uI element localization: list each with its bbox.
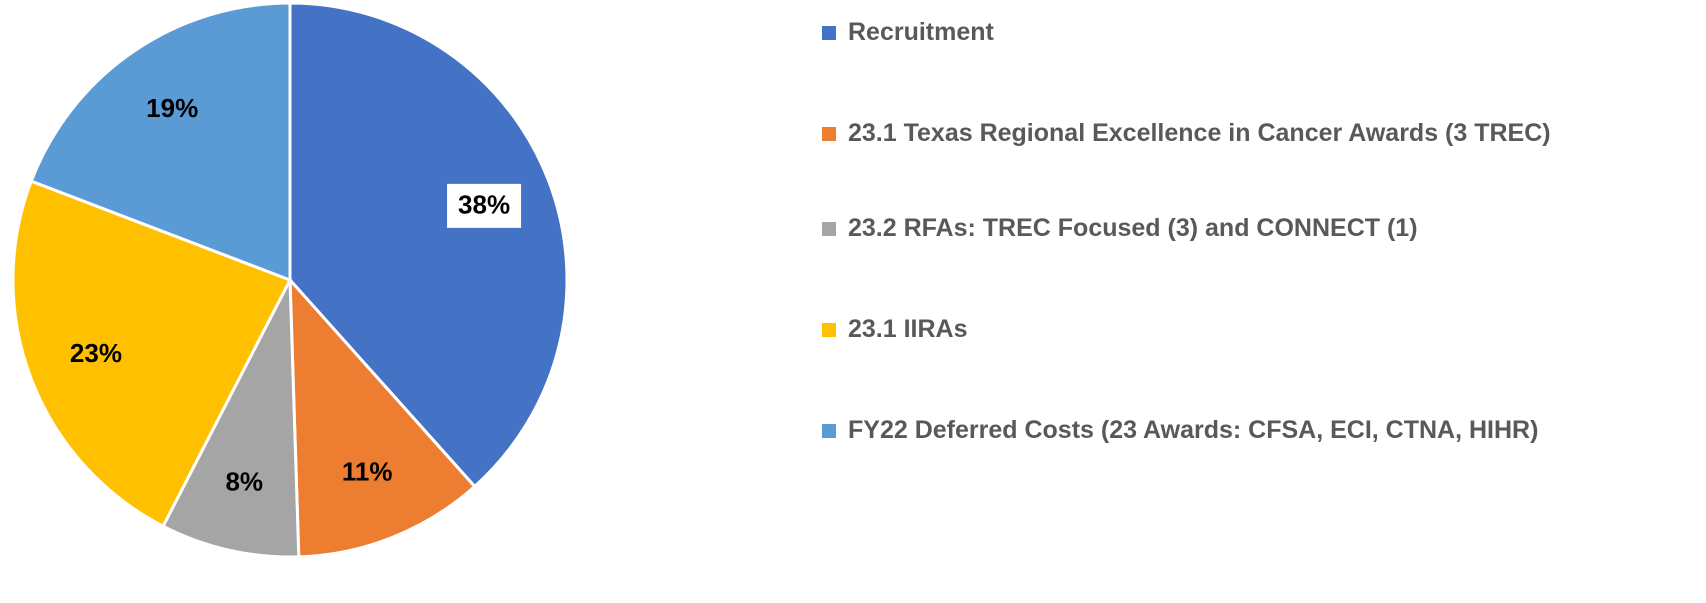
legend-swatch	[822, 26, 836, 40]
label-box	[447, 183, 522, 228]
legend-label: 23.1 IIRAs	[848, 315, 968, 343]
data-label: 11%	[342, 457, 393, 487]
legend-swatch	[822, 323, 836, 337]
legend-entry: 23.1 Texas Regional Excellence in Cancer…	[822, 113, 1588, 154]
pie-slice	[161, 274, 301, 559]
legend-entry: FY22 Deferred Costs (23 Awards: CFSA, EC…	[822, 410, 1588, 451]
legend-label: 23.1 Texas Regional Excellence in Cancer…	[848, 119, 1551, 147]
legend-swatch	[822, 222, 836, 236]
legend-label: 23.2 RFAs: TREC Focused (3) and CONNECT …	[848, 214, 1418, 242]
legend-entry: 23.2 RFAs: TREC Focused (3) and CONNECT …	[822, 208, 1588, 249]
legend-label: Recruitment	[848, 18, 994, 46]
data-label: 8%	[225, 467, 263, 497]
legend-entry: Recruitment	[822, 12, 1588, 53]
data-label: 19%	[146, 93, 198, 123]
pie-slice	[288, 275, 477, 559]
pie-slice	[11, 179, 293, 529]
legend-label: FY22 Deferred Costs (23 Awards: CFSA, EC…	[848, 416, 1539, 444]
pie-slice	[288, 1, 569, 489]
data-label: 23%	[70, 338, 122, 368]
pie-slice	[29, 1, 292, 283]
legend-swatch	[822, 127, 836, 141]
legend-entry: 23.1 IIRAs	[822, 309, 1588, 350]
data-label: 38%	[458, 190, 510, 220]
legend-swatch	[822, 424, 836, 438]
